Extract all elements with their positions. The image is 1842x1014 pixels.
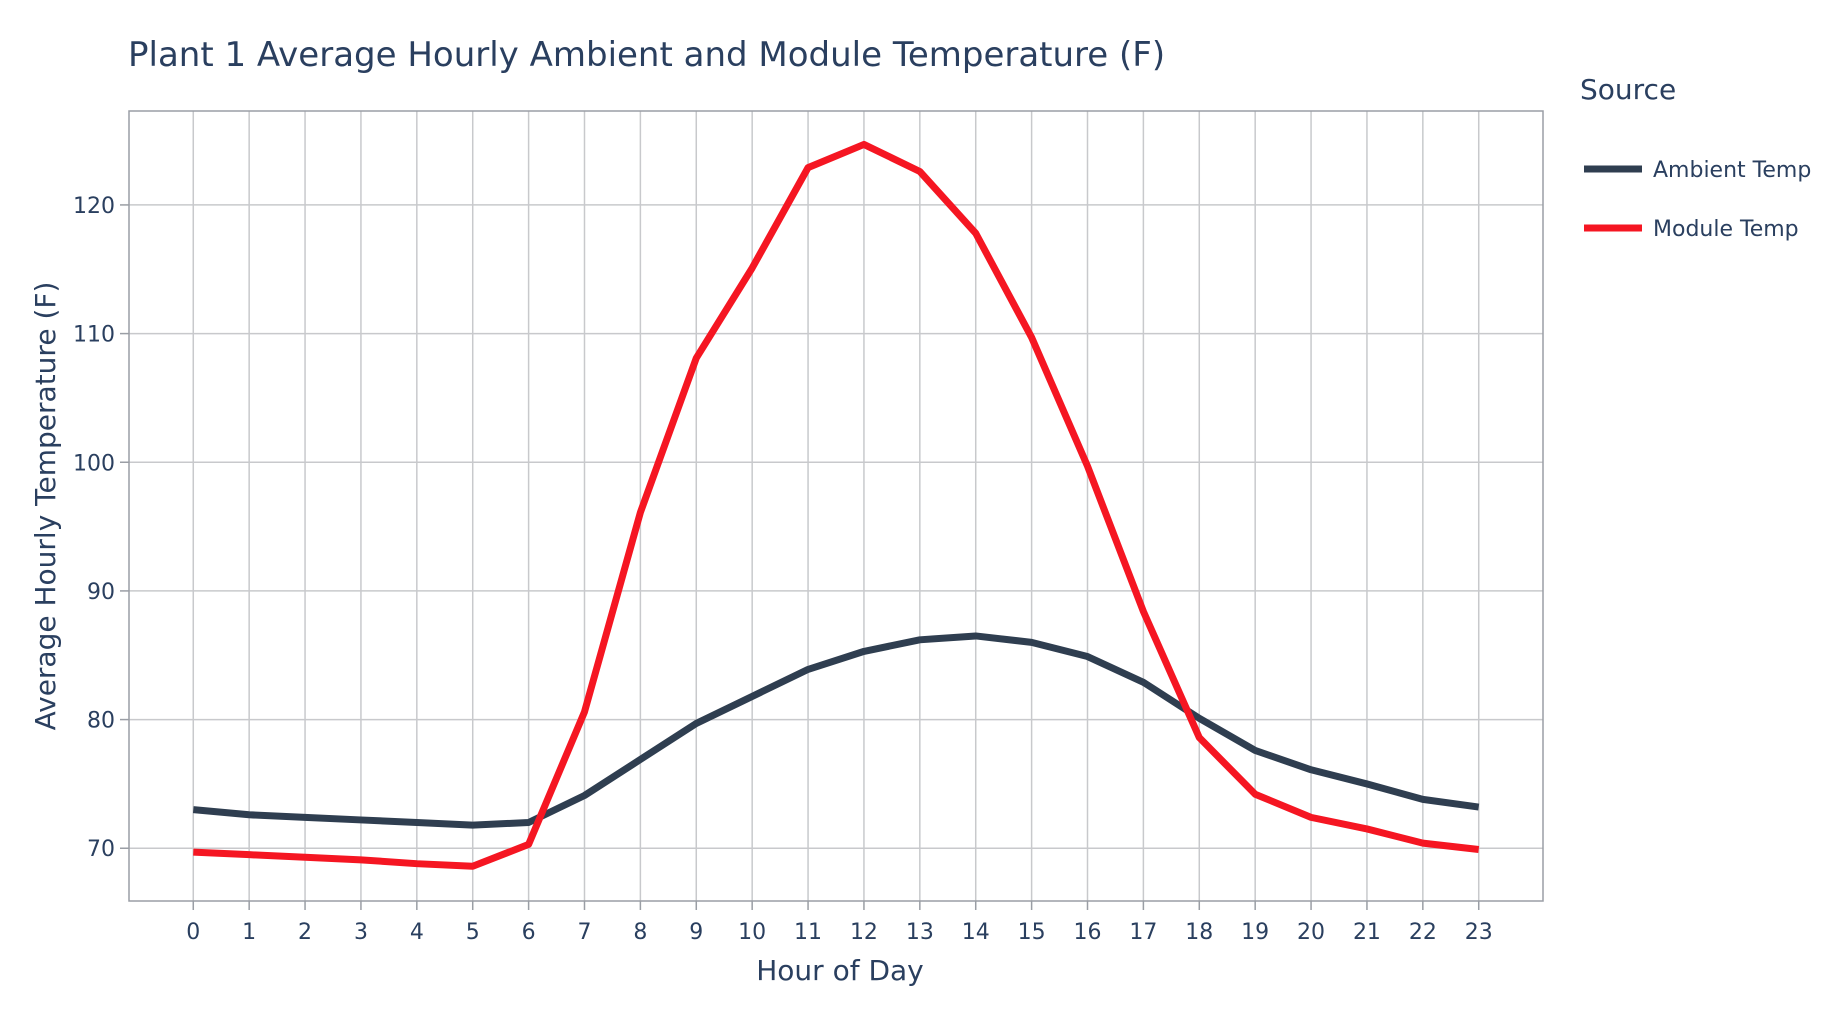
y-tick-label: 110 (73, 323, 115, 348)
x-tick-label: 10 (738, 920, 766, 945)
x-tick-label: 4 (410, 920, 424, 945)
y-tick-label: 120 (73, 194, 115, 219)
x-tick-label: 6 (522, 920, 536, 945)
x-tick-label: 11 (794, 920, 822, 945)
legend-item: Ambient Temp (1584, 158, 1811, 183)
y-axis-label: Average Hourly Temperature (F) (29, 282, 62, 731)
series-line-module-temp (193, 140, 1480, 870)
x-tick-label: 23 (1465, 920, 1493, 945)
legend-item: Module Temp (1584, 217, 1799, 242)
x-tick-label: 22 (1409, 920, 1437, 945)
y-tick-label: 100 (73, 451, 115, 476)
x-tick-label: 16 (1074, 920, 1102, 945)
legend-label: Ambient Temp (1653, 158, 1811, 183)
y-tick-label: 80 (87, 709, 115, 734)
legend-title: Source (1580, 73, 1676, 106)
x-tick-label: 14 (962, 920, 990, 945)
plot-area: 0 1 2 3 4 5 6 7 8 9 10 11 12 13 14 15 16 17 18 19 20 21 22 2370… (73, 110, 1544, 945)
x-tick-label: 0 (186, 920, 200, 945)
x-tick-label: 15 (1018, 920, 1046, 945)
x-tick-label: 17 (1129, 920, 1157, 945)
y-tick-label: 90 (87, 580, 115, 605)
x-tick-label: 9 (689, 920, 703, 945)
x-tick-label: 19 (1241, 920, 1269, 945)
legend-label: Module Temp (1653, 217, 1799, 242)
x-tick-label: 5 (466, 920, 480, 945)
x-tick-label: 2 (298, 920, 312, 945)
x-tick-label: 1 (242, 920, 256, 945)
x-tick-label: 12 (850, 920, 878, 945)
plot-frame (128, 110, 1544, 902)
x-tick-label: 21 (1353, 920, 1381, 945)
x-axis-label: Hour of Day (756, 954, 924, 987)
x-tick-label: 20 (1297, 920, 1325, 945)
x-tick-label: 8 (633, 920, 647, 945)
x-tick-label: 18 (1185, 920, 1213, 945)
x-tick-label: 13 (906, 920, 934, 945)
legend: Source Ambient Temp Module Temp (1580, 73, 1811, 242)
chart-title: Plant 1 Average Hourly Ambient and Modul… (128, 35, 1165, 75)
x-tick-label: 7 (577, 920, 591, 945)
series-line-ambient-temp (192, 632, 1480, 829)
y-tick-label: 70 (87, 837, 115, 862)
x-tick-label: 3 (354, 920, 368, 945)
